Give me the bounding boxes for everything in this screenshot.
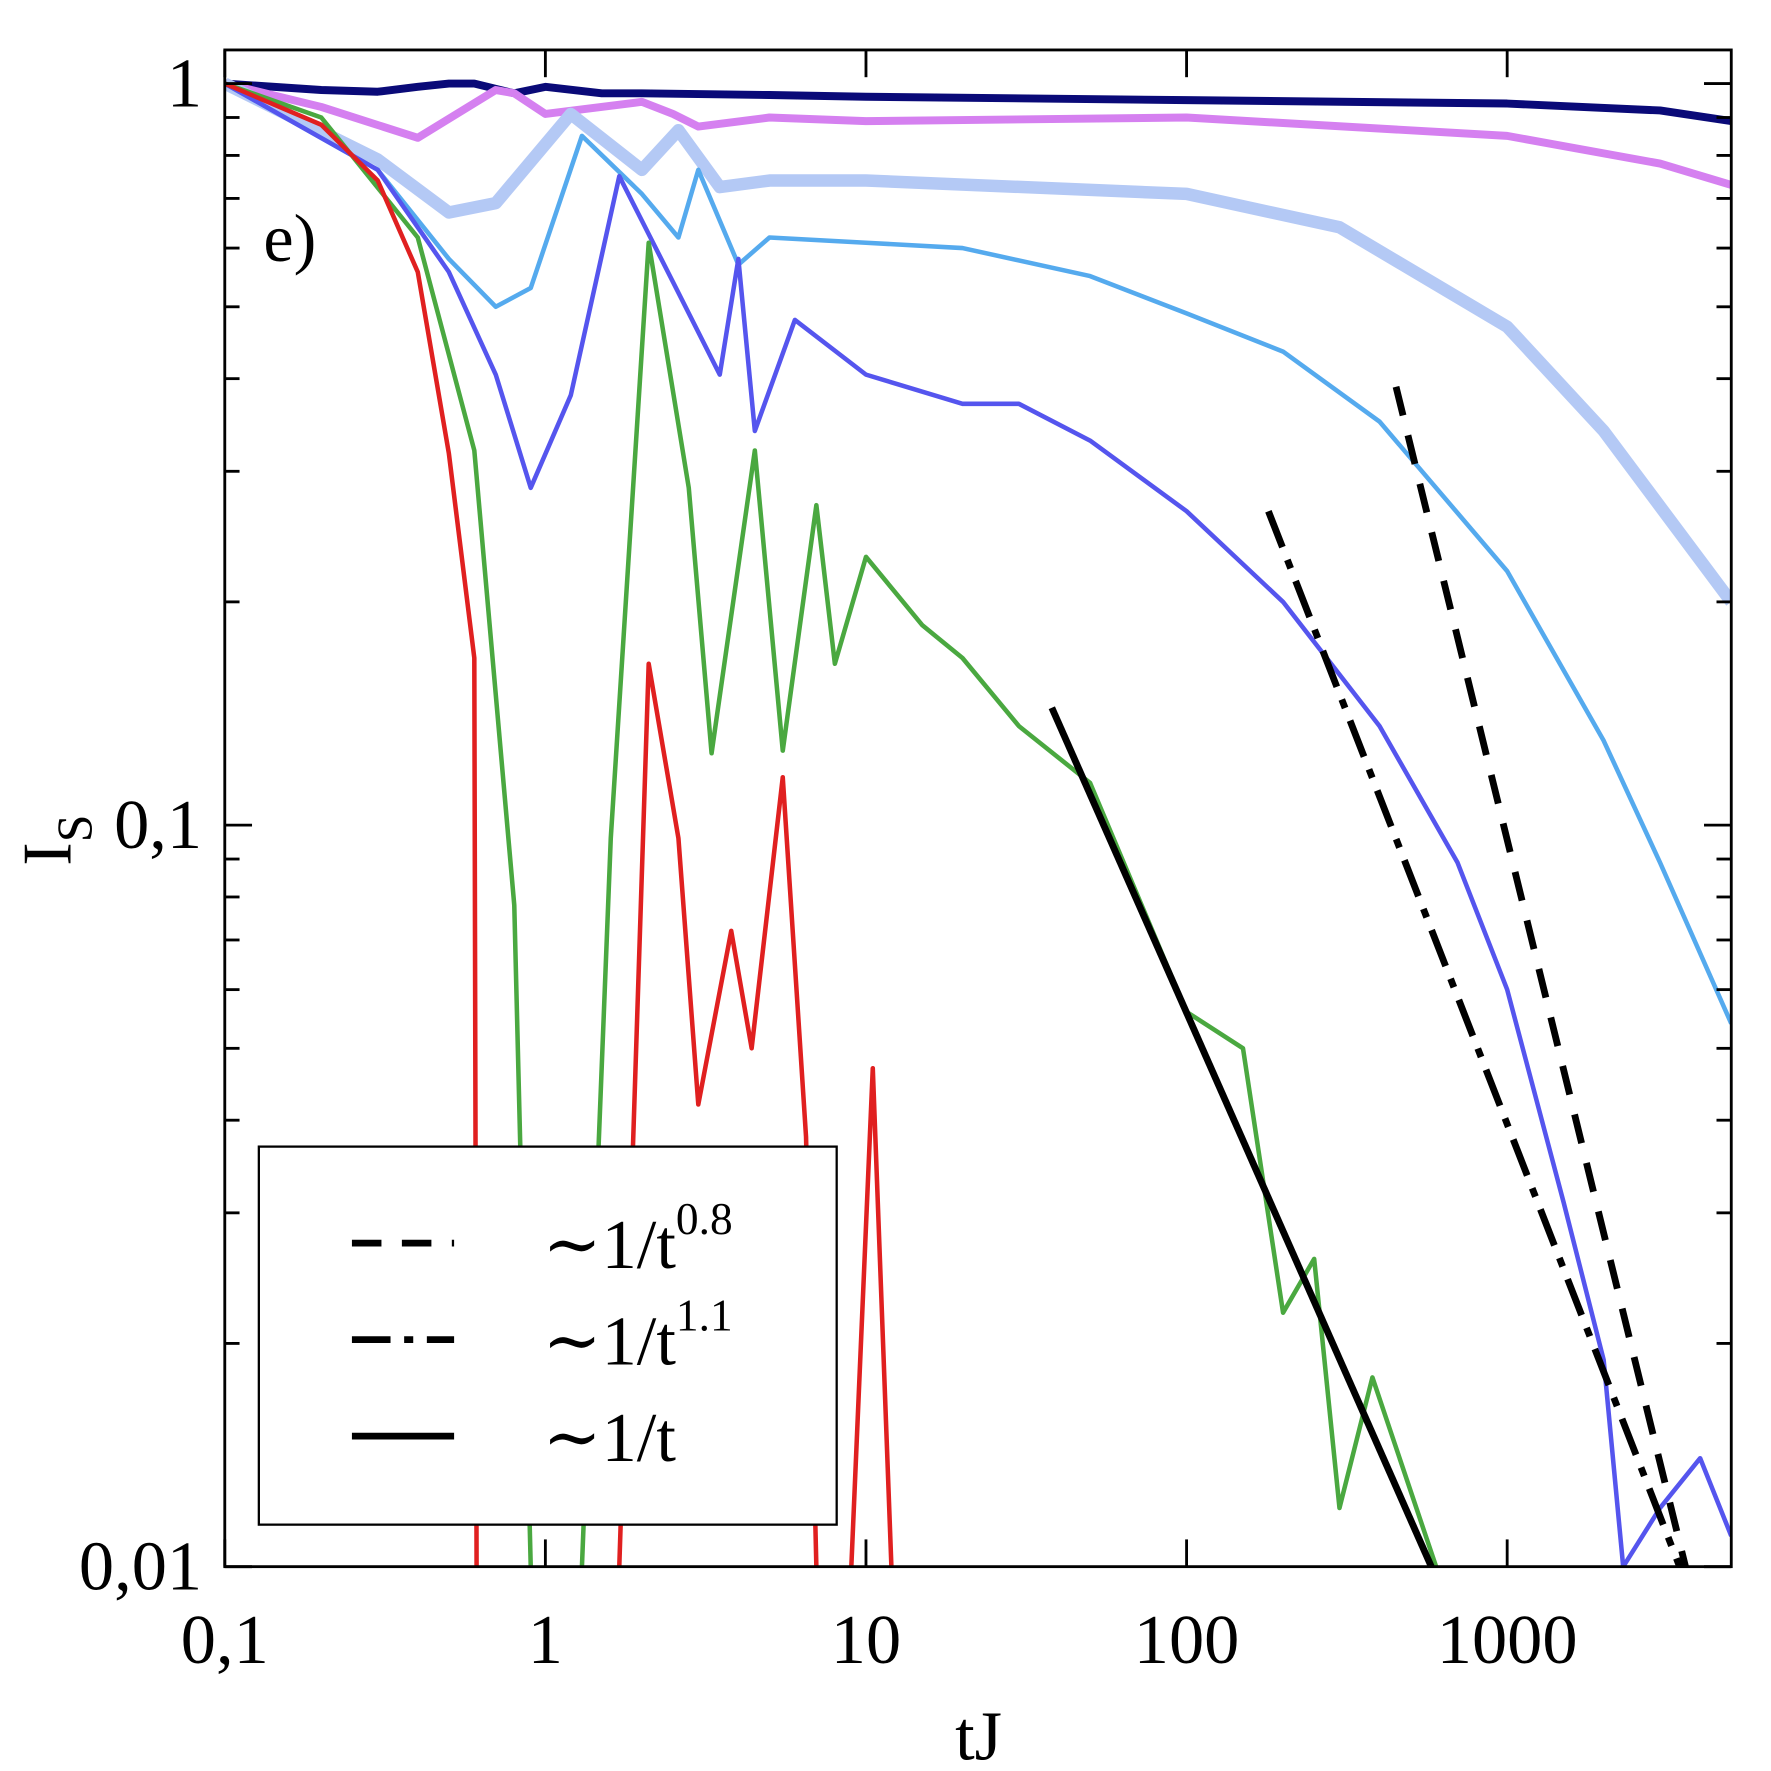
plot-area: [224, 77, 1732, 1567]
legend-box: [257, 1145, 838, 1526]
legend-label-main: ∼1/t: [543, 1303, 677, 1381]
legend-label-sup: 1.1: [676, 1291, 733, 1341]
series-line: [224, 79, 1732, 189]
y-axis-label-sub: S: [46, 814, 102, 842]
x-tick-label: 0,1: [181, 1601, 269, 1679]
series-line: [1392, 385, 1689, 1567]
legend-label-main: ∼1/t: [543, 1399, 677, 1477]
panel-label: e): [263, 200, 316, 276]
y-axis-label: IS: [8, 814, 101, 865]
series-line: [224, 81, 1732, 1567]
series-line: [224, 81, 894, 1567]
legend-label: ∼1/t0.8: [543, 1194, 733, 1284]
series-line: [224, 79, 1732, 126]
y-tick-label: 0,1: [114, 786, 202, 864]
legend-label-sup: 0.8: [676, 1194, 733, 1244]
series-line: [1048, 706, 1435, 1567]
x-tick-label: 100: [1134, 1601, 1240, 1679]
legend-label: ∼1/t1.1: [543, 1291, 733, 1381]
axes-frame: [223, 48, 1733, 1569]
x-tick-label: 1: [528, 1601, 563, 1679]
series-line: [224, 81, 1732, 1025]
x-tick-label: 10: [831, 1601, 901, 1679]
x-tick-label: 1000: [1437, 1601, 1578, 1679]
x-axis-label: tJ: [955, 1698, 1002, 1771]
y-tick-label: 0,01: [79, 1527, 202, 1605]
legend-label: ∼1/t: [543, 1399, 677, 1477]
y-axis-label-main: I: [8, 842, 86, 865]
y-tick-label: 1: [167, 44, 202, 122]
legend-label-main: ∼1/t: [543, 1206, 677, 1284]
series-line: [224, 77, 1732, 606]
